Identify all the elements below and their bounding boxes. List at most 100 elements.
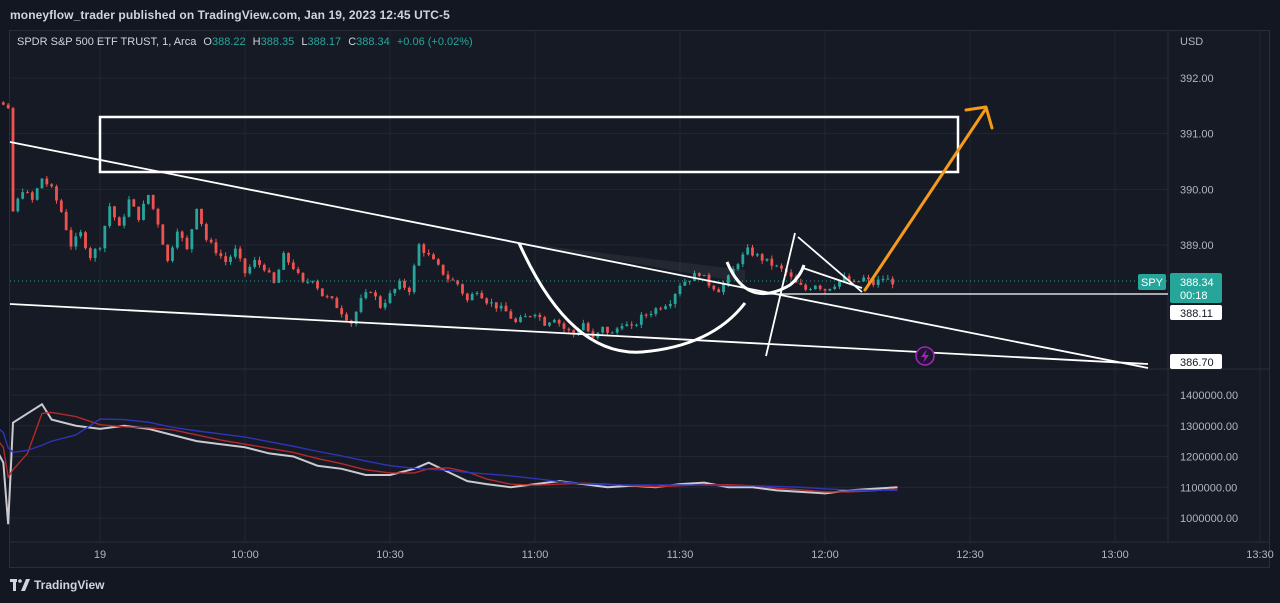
candle-body	[509, 311, 513, 319]
candle-body	[122, 216, 126, 226]
candle-body	[668, 303, 672, 307]
candle-body	[233, 248, 237, 257]
drawing-layer[interactable]	[9, 115, 1168, 369]
candle-body	[171, 247, 174, 261]
candle-body	[364, 292, 368, 299]
volume-line	[0, 402, 898, 525]
candle-body	[432, 254, 435, 260]
symbol-legend: SPDR S&P 500 ETF TRUST, 1, Arca O388.22 …	[17, 36, 473, 48]
candle-body	[45, 178, 49, 185]
candle-body	[552, 319, 556, 323]
candle-body	[770, 258, 774, 266]
alert-icon[interactable]	[915, 346, 935, 366]
candle-body	[320, 288, 324, 297]
candle-body	[480, 292, 484, 299]
candle-body	[74, 236, 78, 247]
tradingview-logo[interactable]: TradingView	[10, 578, 104, 592]
time-tick: 11:00	[522, 549, 549, 561]
volume-tick: 1300000.00	[1180, 421, 1238, 433]
candle-body	[606, 326, 609, 333]
candle-body	[204, 224, 208, 240]
candle-body	[838, 281, 841, 287]
candle-body	[722, 283, 725, 293]
candlestick-series[interactable]	[0, 65, 895, 340]
candle-body	[765, 258, 769, 261]
candle-body	[635, 324, 638, 326]
candle-body	[291, 262, 295, 270]
volume-indicator[interactable]	[0, 395, 898, 525]
candle-body	[6, 104, 10, 109]
candle-body	[775, 265, 779, 267]
low-label: L	[301, 36, 308, 48]
candle-body	[185, 237, 189, 250]
tradingview-brand: TradingView	[34, 578, 105, 592]
price-tick: 392.00	[1180, 73, 1214, 85]
candle-body	[407, 287, 411, 293]
open-value: 388.22	[211, 36, 246, 48]
candle-body	[697, 273, 701, 277]
candle-body	[69, 230, 73, 247]
candle-body	[59, 200, 63, 212]
flag-line-lower[interactable]	[802, 267, 863, 289]
candle-body	[166, 244, 170, 261]
candle-body	[755, 254, 759, 256]
candle-body	[132, 199, 136, 207]
downtrend-line-upper[interactable]	[9, 141, 1149, 369]
publisher-info: moneyflow_trader published on TradingVie…	[10, 8, 450, 22]
downtrend-line-lower[interactable]	[9, 303, 1149, 365]
candle-body	[417, 244, 421, 266]
candle-body	[243, 258, 247, 274]
candle-body	[306, 281, 310, 283]
candle-body	[142, 203, 145, 220]
candle-body	[557, 319, 561, 324]
candle-body	[441, 264, 445, 275]
flag-line-upper[interactable]	[797, 236, 863, 293]
candle-body	[103, 225, 107, 249]
currency-label: USD	[1180, 36, 1203, 48]
time-tick: 11:30	[667, 549, 694, 561]
symbol-name: SPDR S&P 500 ETF TRUST, 1, Arca	[17, 36, 197, 48]
candle-body	[195, 208, 199, 230]
cup-curve[interactable]	[517, 242, 747, 354]
candle-body	[470, 294, 474, 301]
candle-body	[422, 244, 426, 253]
candle-body	[891, 278, 895, 285]
candle-body	[490, 302, 493, 304]
price-axis[interactable]: 392.00 391.00 390.00 389.00	[1180, 73, 1214, 252]
candle-body	[84, 232, 87, 249]
candle-body	[277, 269, 281, 283]
breakout-wedge-left[interactable]	[765, 232, 796, 357]
svg-text:388.11: 388.11	[1180, 308, 1213, 320]
projection-arrow[interactable]	[863, 105, 994, 292]
time-axis[interactable]: 19 10:00 10:30 11:00 11:30 12:00 12:30 13:00 13:…	[94, 549, 1274, 561]
price-tick: 391.00	[1180, 129, 1214, 141]
candle-body	[881, 279, 885, 281]
candle-body	[664, 306, 667, 309]
candle-body	[519, 317, 522, 323]
tradingview-logo-icon	[10, 579, 30, 591]
candle-body	[857, 281, 861, 283]
candle-body	[465, 293, 469, 301]
price-tick: 390.00	[1180, 184, 1214, 196]
candle-body	[267, 270, 271, 273]
candle-body	[156, 208, 160, 225]
candle-body	[702, 275, 706, 277]
candle-body	[30, 192, 34, 200]
volume-axis[interactable]: 1400000.00 1300000.00 1200000.00 1100000.00…	[1180, 390, 1238, 525]
open-label: O	[203, 36, 212, 48]
candle-body	[548, 322, 551, 326]
volume-tick: 1000000.00	[1180, 513, 1238, 525]
handle-curve[interactable]	[725, 261, 806, 295]
chart-frame[interactable]	[9, 30, 1270, 568]
resistance-box[interactable]	[98, 115, 960, 174]
candle-body	[113, 206, 116, 218]
candle-body	[161, 224, 165, 245]
candle-body	[610, 332, 614, 334]
candle-body	[345, 314, 348, 321]
candle-body	[93, 248, 97, 259]
candle-body	[717, 289, 721, 293]
chart-header: moneyflow_trader published on TradingVie…	[0, 0, 1280, 30]
candle-body	[55, 186, 58, 201]
candle-body	[538, 314, 542, 318]
